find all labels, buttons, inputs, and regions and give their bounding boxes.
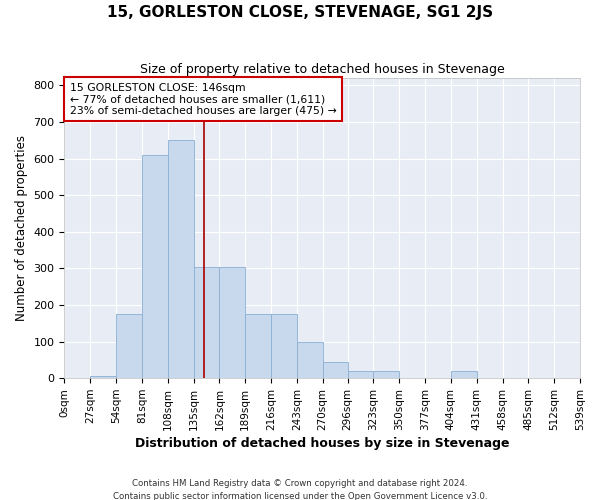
Bar <box>168 140 194 378</box>
Text: Contains HM Land Registry data © Crown copyright and database right 2024.
Contai: Contains HM Land Registry data © Crown c… <box>113 480 487 500</box>
Bar <box>323 362 347 378</box>
Title: Size of property relative to detached houses in Stevenage: Size of property relative to detached ho… <box>140 62 505 76</box>
X-axis label: Distribution of detached houses by size in Stevenage: Distribution of detached houses by size … <box>135 437 509 450</box>
Bar <box>297 342 323 378</box>
Bar <box>347 371 373 378</box>
Bar <box>220 266 245 378</box>
Bar <box>90 376 116 378</box>
Bar <box>451 371 476 378</box>
Text: 15 GORLESTON CLOSE: 146sqm
← 77% of detached houses are smaller (1,611)
23% of s: 15 GORLESTON CLOSE: 146sqm ← 77% of deta… <box>70 82 337 116</box>
Bar <box>271 314 297 378</box>
Bar <box>245 314 271 378</box>
Bar <box>116 314 142 378</box>
Bar <box>194 266 220 378</box>
Bar <box>373 371 399 378</box>
Y-axis label: Number of detached properties: Number of detached properties <box>15 135 28 321</box>
Bar <box>142 155 168 378</box>
Text: 15, GORLESTON CLOSE, STEVENAGE, SG1 2JS: 15, GORLESTON CLOSE, STEVENAGE, SG1 2JS <box>107 5 493 20</box>
